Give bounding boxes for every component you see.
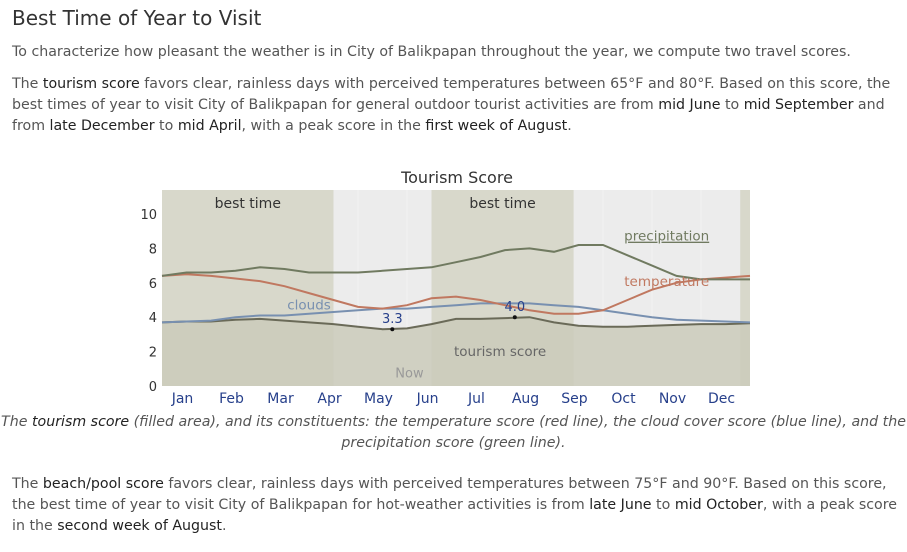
chart-caption: The tourism score (filled area), and its…: [0, 412, 907, 454]
highlight: second week of August: [57, 518, 222, 534]
highlight: late June: [589, 497, 652, 513]
highlight: tourism score: [31, 414, 130, 430]
text: and from: [12, 97, 885, 134]
y-tick-label: 2: [149, 346, 157, 361]
tourism-label: tourism score: [454, 344, 546, 360]
y-tick-label: 4: [149, 311, 157, 326]
highlight: late December: [49, 118, 155, 134]
text: (filled area), and its constituents: the…: [129, 414, 906, 451]
best-time-band: [740, 190, 750, 386]
highlight: first week of August: [425, 118, 568, 134]
x-axis: Jan Feb Mar Apr May Jun Jul Aug Sep Oct Nov Dec: [171, 391, 735, 407]
text: , with a peak score in the: [241, 118, 426, 134]
tourism-area-fill: [162, 317, 750, 386]
chart-title: Tourism Score: [400, 168, 513, 187]
highlight: beach/pool score: [42, 476, 164, 492]
x-tick-label: Sep: [561, 391, 588, 407]
text: The: [1, 414, 32, 430]
annotation-dot: [512, 315, 517, 320]
clouds-label: clouds: [287, 297, 331, 313]
y-tick-label: 6: [149, 277, 157, 292]
precipitation-label: precipitation: [624, 229, 709, 245]
annotation-label: 3.3: [382, 312, 403, 327]
text: .: [567, 118, 572, 134]
page-title: Best Time of Year to Visit: [12, 6, 262, 30]
x-tick-label: Aug: [512, 391, 539, 407]
x-tick-label: Jul: [467, 391, 485, 407]
intro-paragraph: To characterize how pleasant the weather…: [12, 44, 851, 60]
x-tick-label: Mar: [267, 391, 294, 407]
x-tick-label: Jun: [416, 391, 439, 407]
x-tick-label: Dec: [708, 391, 735, 407]
highlight: tourism score: [42, 76, 140, 92]
highlight: mid June: [658, 97, 721, 113]
text: .: [221, 518, 227, 534]
text: to: [154, 118, 178, 134]
annotation-dot: [390, 327, 395, 332]
series-labels: precipitation temperature clouds tourism sc…: [287, 229, 709, 360]
now-label: Now: [395, 366, 424, 381]
highlight: mid September: [743, 97, 854, 113]
x-tick-label: Nov: [659, 391, 686, 407]
x-tick-label: Oct: [611, 391, 636, 407]
text: favors clear, rainless days with perceiv…: [12, 76, 891, 113]
y-tick-label: 0: [149, 380, 157, 395]
y-tick-label: 10: [140, 208, 157, 223]
annotations: 3.3 4.0 Now: [382, 300, 525, 381]
beach-paragraph: The beach/pool score favors clear, rainl…: [12, 474, 897, 537]
tourism-area: [161, 316, 751, 386]
tourism-score-chart: Tourism Score best time best time precipi…: [140, 168, 751, 407]
tourism-area-line: [161, 316, 751, 331]
y-axis: 0 2 4 6 8 10: [140, 208, 157, 395]
y-tick-label: 8: [149, 242, 157, 257]
highlight: mid October: [674, 497, 763, 513]
x-tick-label: May: [364, 391, 393, 407]
text: to: [720, 97, 744, 113]
text: , with a peak score in the: [12, 497, 897, 534]
x-tick-label: Apr: [317, 391, 341, 407]
clouds-line: [161, 302, 751, 324]
temperature-label: temperature: [624, 274, 709, 290]
highlight: mid April: [177, 118, 242, 134]
annotation-label: 4.0: [504, 300, 525, 315]
text: The: [12, 476, 43, 492]
best-time-label: best time: [215, 196, 281, 212]
precipitation-line: [161, 244, 750, 281]
constituent-lines: [161, 244, 751, 324]
tourism-paragraph: The tourism score favors clear, rainless…: [12, 74, 897, 137]
x-tick-label: Jan: [171, 391, 194, 407]
text: The: [12, 76, 43, 92]
temperature-line: [161, 273, 751, 315]
best-time-label: best time: [469, 196, 535, 212]
text: favors clear, rainless days with perceiv…: [12, 476, 887, 513]
x-tick-label: Feb: [219, 391, 244, 407]
text: to: [651, 497, 675, 513]
